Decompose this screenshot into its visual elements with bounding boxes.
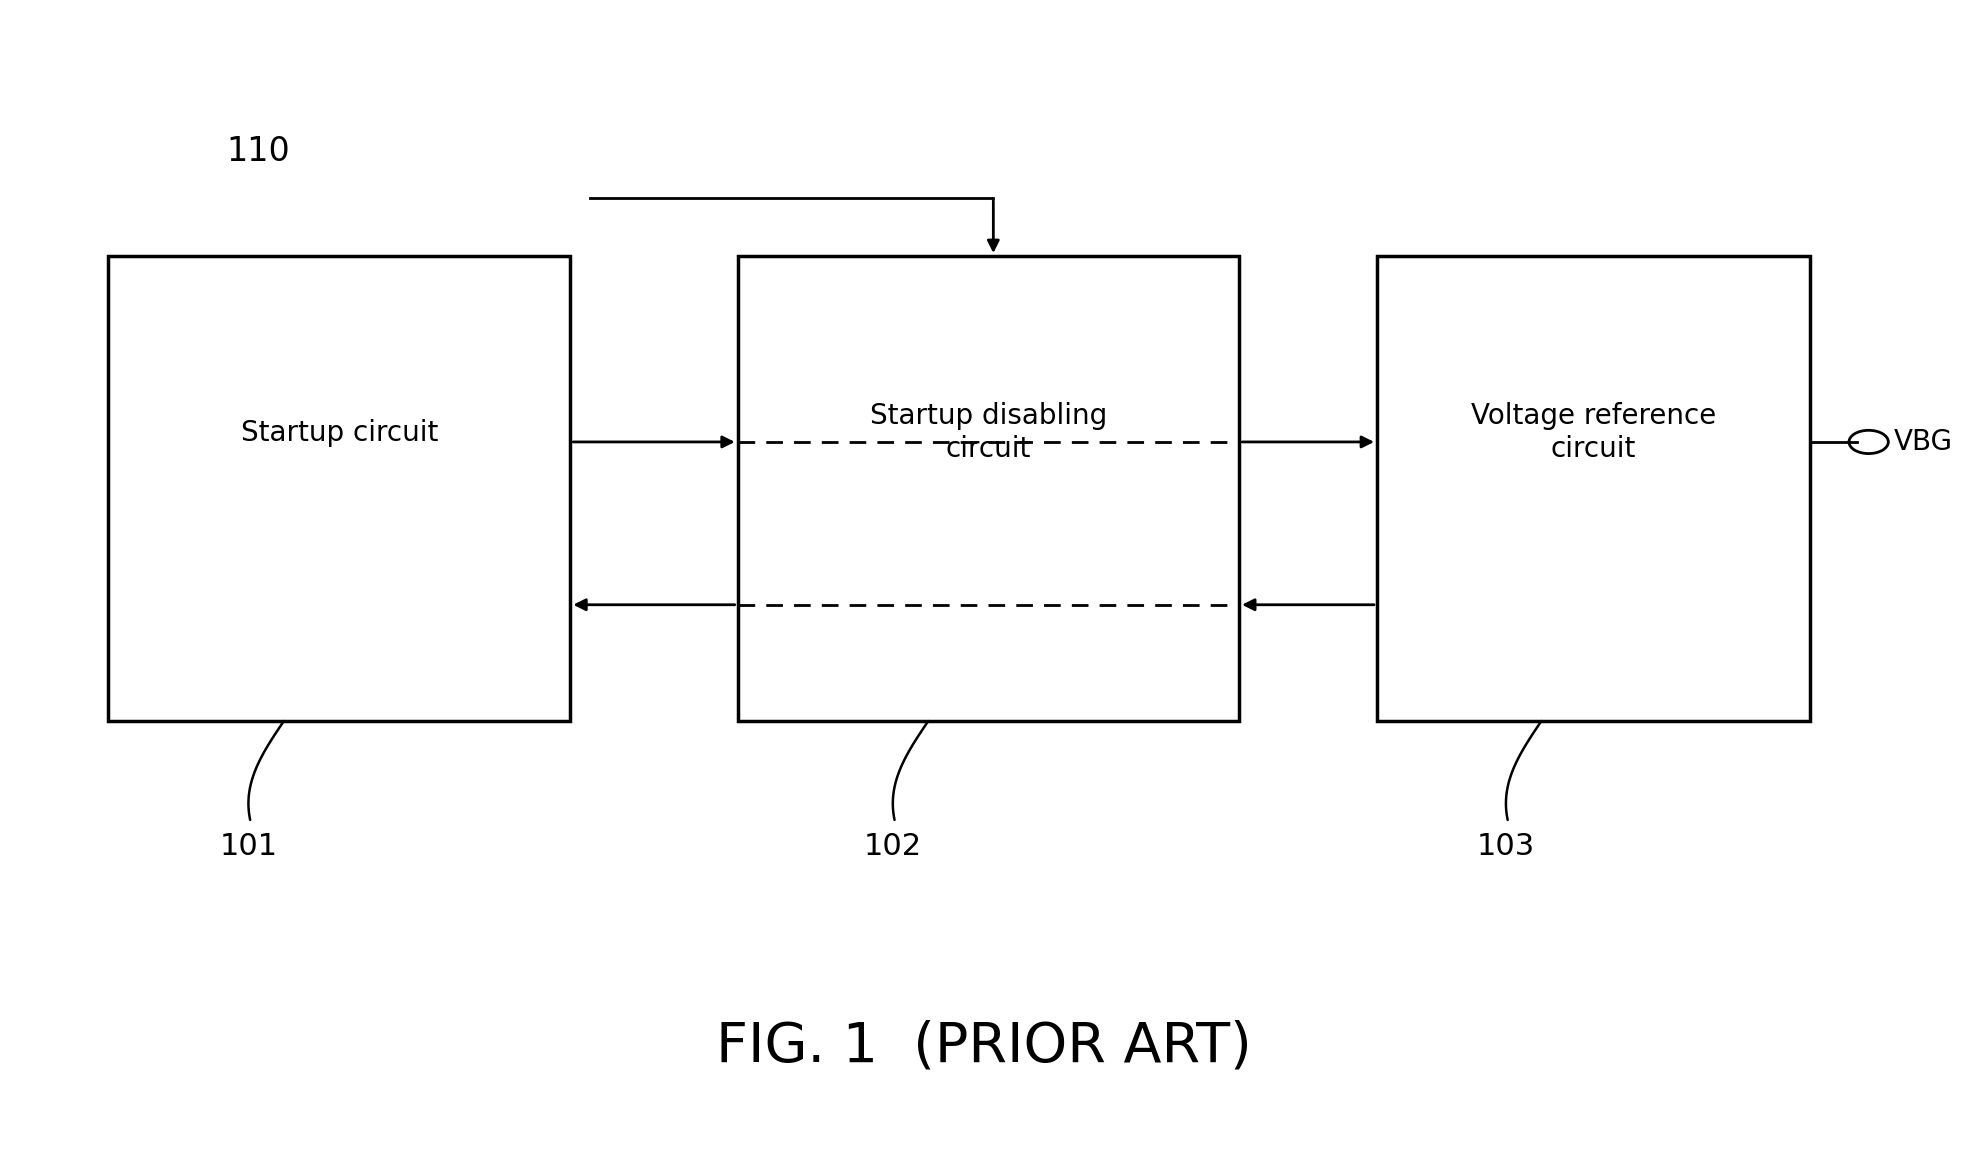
Text: 102: 102 — [864, 832, 923, 861]
Text: Voltage reference
circuit: Voltage reference circuit — [1471, 402, 1715, 463]
Text: 101: 101 — [220, 832, 277, 861]
Text: 110: 110 — [226, 135, 289, 167]
Bar — [108, 256, 570, 721]
Text: 103: 103 — [1477, 832, 1534, 861]
Text: Startup disabling
circuit: Startup disabling circuit — [869, 402, 1107, 463]
Text: Startup circuit: Startup circuit — [240, 419, 439, 447]
Text: FIG. 1  (PRIOR ART): FIG. 1 (PRIOR ART) — [716, 1020, 1251, 1073]
Bar — [1377, 256, 1810, 721]
Text: VBG: VBG — [1894, 428, 1953, 456]
Bar — [738, 256, 1239, 721]
